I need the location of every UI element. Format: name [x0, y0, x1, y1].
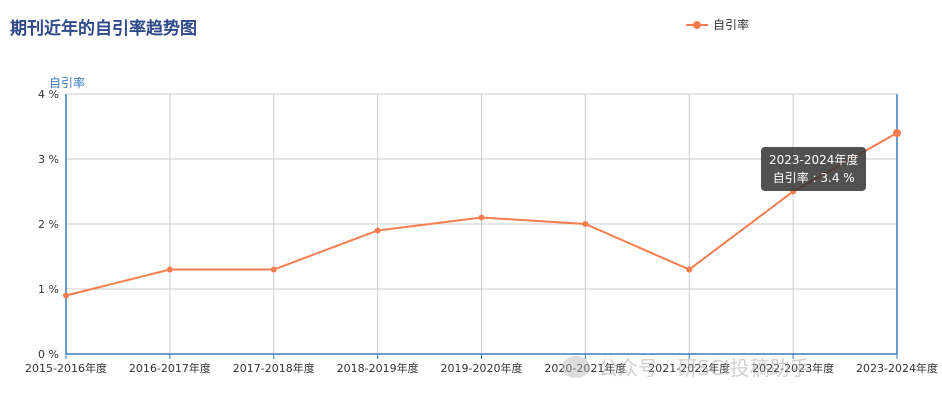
data-point — [582, 221, 589, 227]
grid — [65, 93, 898, 355]
y-tick-label: 0 % — [38, 348, 59, 361]
x-tick-label: 2023-2024年度 — [856, 361, 938, 375]
data-point — [686, 266, 693, 273]
tick-labels: 0 % 1 % 2 % 3 % 4 % 2015-2016年度 2016-2017年度 201… — [25, 88, 938, 375]
y-tick-label: 1 % — [38, 283, 59, 296]
tooltip: 2023-2024年度 自引率 : 3.4 % — [761, 147, 867, 191]
y-tick-label: 2 % — [38, 218, 59, 231]
x-tick-label: 2019-2020年度 — [441, 361, 523, 375]
legend[interactable]: 自引率 — [686, 16, 749, 33]
axes — [65, 94, 898, 359]
tooltip-category: 2023-2024年度 — [769, 153, 859, 167]
data-point — [63, 292, 69, 299]
x-tick-label: 2021-2022年度 — [648, 361, 730, 375]
watermark: 公众号 · 研SCI投稿助手 — [562, 352, 810, 381]
data-point — [166, 266, 173, 273]
y-axis-title: 自引率 — [49, 75, 85, 90]
data-point — [478, 214, 485, 221]
legend-marker-icon — [686, 20, 708, 29]
tooltip-value: 自引率 : 3.4 % — [772, 171, 855, 185]
x-tick-label: 2018-2019年度 — [337, 361, 419, 375]
watermark-text: 公众号 · 研SCI投稿助手 — [598, 356, 810, 380]
data-point — [893, 129, 901, 137]
data-point — [270, 266, 277, 273]
x-tick-label: 2017-2018年度 — [233, 361, 315, 375]
chart-title: 期刊近年的自引率趋势图 — [10, 19, 197, 39]
y-tick-label: 4 % — [38, 88, 59, 101]
x-tick-label: 2015-2016年度 — [25, 361, 107, 375]
data-point — [374, 227, 381, 234]
x-tick-label: 2022-2023年度 — [752, 361, 834, 375]
x-tick-label: 2016-2017年度 — [129, 361, 211, 375]
wechat-icon — [562, 355, 590, 378]
x-tick-label: 2020-2021年度 — [544, 361, 626, 375]
y-tick-label: 3 % — [38, 153, 59, 166]
legend-label: 自引率 — [713, 18, 750, 32]
